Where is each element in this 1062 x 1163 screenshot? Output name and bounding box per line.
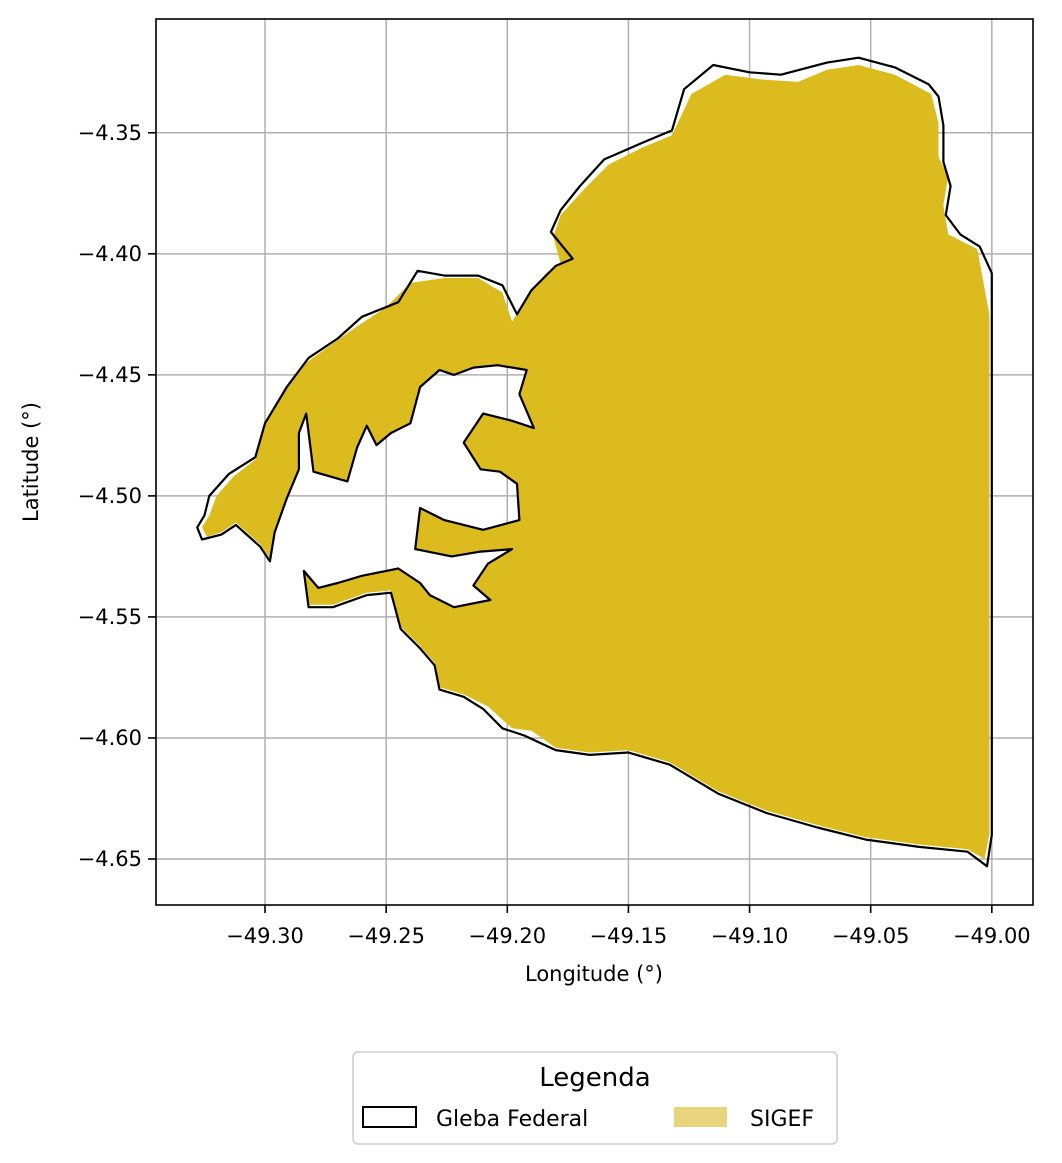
y-tick-label: −4.35	[78, 121, 142, 145]
legend-label-gleba-federal: Gleba Federal	[436, 1107, 588, 1132]
x-tick-label: −49.10	[711, 924, 789, 948]
x-tick-label: −49.15	[590, 924, 668, 948]
gleba-federal-polygon	[196, 56, 993, 868]
y-tick-label: −4.55	[78, 605, 142, 629]
y-tick-label: −4.45	[78, 363, 142, 387]
legend-title: Legenda	[539, 1063, 650, 1093]
y-tick-label: −4.60	[78, 726, 142, 750]
plot-frame	[155, 18, 1034, 906]
x-tick-label: −49.00	[953, 924, 1031, 948]
y-axis: −4.35 −4.40 −4.45 −4.50 −4.55 −4.60 −4.65	[78, 121, 156, 871]
legend-swatch-gleba-federal	[362, 1106, 417, 1128]
sigef-polygon	[202, 65, 990, 859]
y-tick-label: −4.40	[78, 242, 142, 266]
map-layers	[196, 56, 993, 868]
x-tick-label: −49.05	[832, 924, 910, 948]
legend: Legenda Gleba Federal SIGEF	[352, 1051, 838, 1145]
x-tick-label: −49.30	[226, 924, 304, 948]
x-tick-label: −49.20	[468, 924, 546, 948]
legend-swatch-sigef	[674, 1107, 727, 1127]
x-axis-label: Longitude (°)	[525, 962, 663, 986]
y-axis-label: Latitude (°)	[19, 402, 43, 522]
legend-label-sigef: SIGEF	[750, 1107, 814, 1132]
y-tick-label: −4.50	[78, 484, 142, 508]
x-axis: −49.30 −49.25 −49.20 −49.15 −49.10 −49.05 −49.…	[226, 905, 1031, 948]
y-tick-label: −4.65	[78, 847, 142, 871]
x-tick-label: −49.25	[347, 924, 425, 948]
